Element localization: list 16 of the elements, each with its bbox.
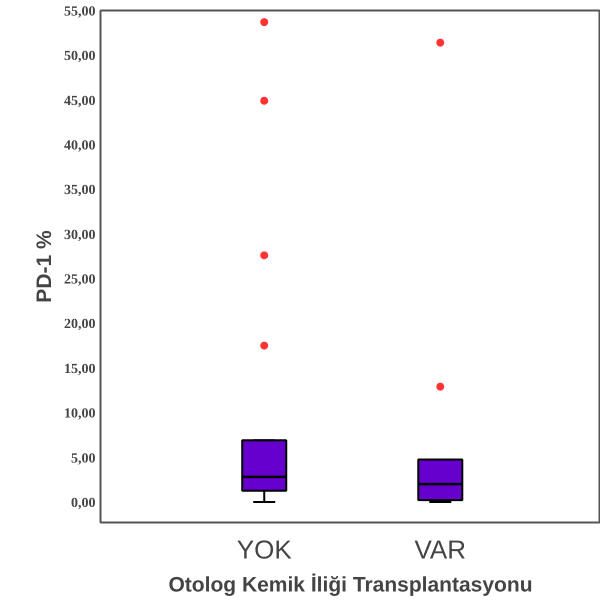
y-tick-label: 55,00: [64, 4, 96, 20]
y-tick-label: 30,00: [64, 228, 96, 243]
y-tick-label: 10,00: [64, 406, 96, 422]
y-tick-label: 5,00: [71, 451, 96, 466]
y-tick-label: 40,00: [64, 138, 96, 154]
x-tick-label: YOK: [236, 534, 292, 564]
y-axis-title: PD-1 %: [33, 230, 56, 303]
y-tick-label: 35,00: [64, 183, 96, 198]
y-tick-label: 0,00: [71, 496, 96, 511]
y-tick-label: 45,00: [64, 94, 96, 109]
y-tick-label: 50,00: [64, 49, 96, 64]
y-tick-label: 25,00: [64, 272, 96, 288]
x-axis-title: Otolog Kemik İliği Transplantasyonu: [168, 574, 533, 596]
x-tick-label: VAR: [414, 534, 466, 564]
y-tick-label: 15,00: [64, 362, 96, 377]
y-tick-label: 20,00: [64, 317, 96, 332]
